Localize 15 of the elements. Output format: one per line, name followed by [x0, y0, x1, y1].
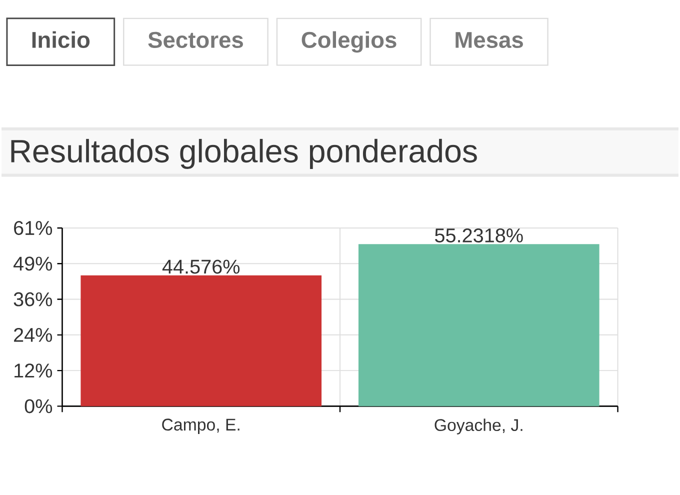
- y-tick-label: 61%: [14, 221, 52, 236]
- text: Inicio: [32, 31, 90, 48]
- y-tick-label: 24%: [14, 328, 52, 342]
- text: Mesas: [456, 32, 523, 48]
- y-tick-label: 12%: [14, 364, 52, 378]
- data-label: 55.2318%: [435, 228, 523, 243]
- x-tick-label: Goyache, J.: [434, 418, 522, 434]
- y-tick-label: 49%: [13, 256, 52, 271]
- text: Sectores: [148, 32, 243, 48]
- text: Colegios: [302, 31, 396, 53]
- y-tick-label: 0%: [24, 399, 52, 414]
- data-label: 44.576%: [162, 260, 240, 274]
- chart-title: Resultados globales ponderados: [11, 139, 477, 170]
- x-tick-label: Campo, E.: [162, 418, 240, 434]
- y-tick-label: 36%: [14, 292, 52, 306]
